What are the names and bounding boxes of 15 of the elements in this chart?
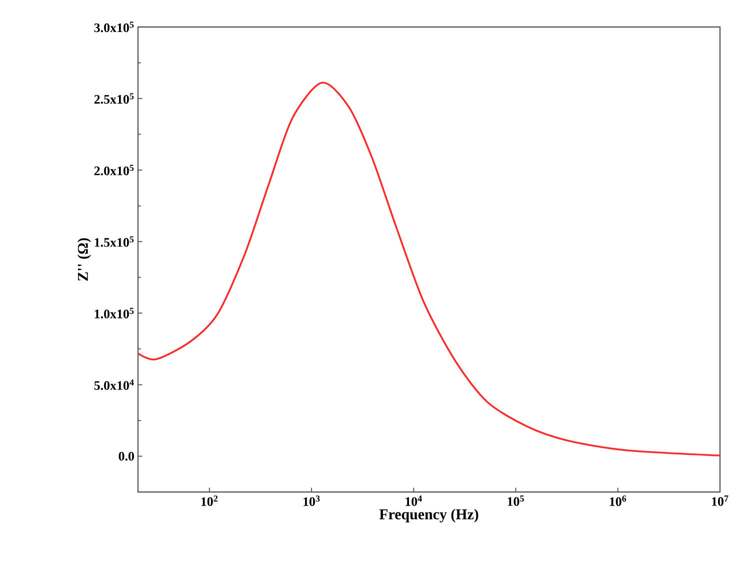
y-tick-label: 1.0x10$^{5}$: [94, 308, 134, 318]
x-tick-label: 10$^{3}$: [304, 496, 320, 506]
x-tick-label: 10$^{5}$: [508, 496, 524, 506]
y-tick-label: 5.0x10$^{4}$: [94, 379, 134, 390]
x-tick-label: 10$^{7}$: [712, 496, 728, 506]
x-axis-title: Frequency (Hz): [379, 508, 478, 522]
y-tick-label: 1.5x10$^{5}$: [94, 236, 134, 247]
x-tick-label: 10$^{2}$: [201, 496, 218, 506]
y-tick-label: 2.5x10$^{5}$: [94, 93, 134, 104]
y-tick-label: 2.0x10$^{5}$: [94, 164, 134, 176]
y-tick-label: 3.0x10$^{5}$: [94, 22, 134, 32]
y-tick-label: 0.0: [118, 452, 134, 461]
x-tick-label: 10$^{4}$: [406, 496, 422, 506]
x-tick-label: 10$^{6}$: [610, 496, 626, 506]
y-axis-title: Z'' (Ω): [77, 238, 91, 281]
